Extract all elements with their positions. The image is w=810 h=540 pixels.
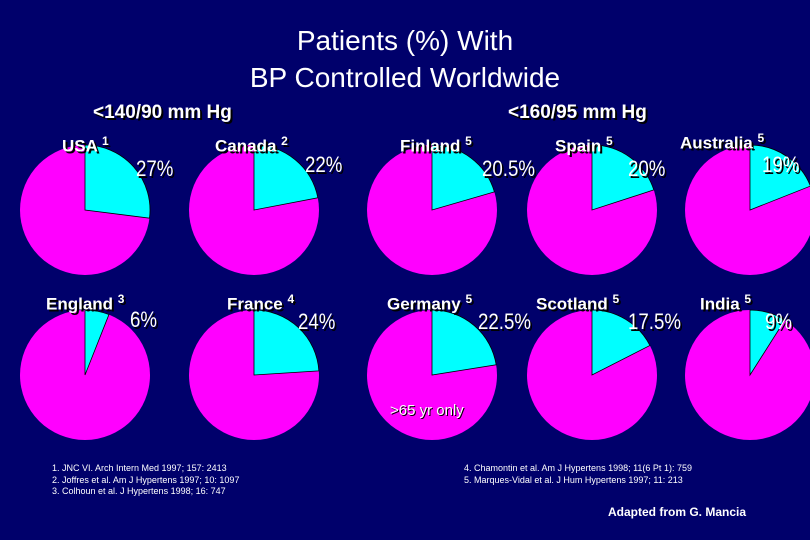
pie-scotland xyxy=(527,309,657,440)
country-name-germany: Germany xyxy=(387,294,466,314)
pie-slice-controlled-india xyxy=(749,309,786,377)
country-name-spain: Spain xyxy=(555,136,607,156)
country-ref-india: 5 xyxy=(744,292,752,306)
pie-slice-controlled-usa xyxy=(84,144,151,219)
percent-label-india: 9% xyxy=(765,309,793,334)
country-label-canada: Canada 2 xyxy=(215,134,288,157)
country-ref-germany: 5 xyxy=(465,292,473,306)
country-label-germany: Germany 5 xyxy=(387,292,472,315)
country-label-scotland: Scotland 5 xyxy=(536,292,619,315)
references-right: 4. Chamontin et al. Am J Hypertens 1998;… xyxy=(464,463,692,486)
country-label-usa: USA 1 xyxy=(62,134,109,157)
country-name-finland: Finland xyxy=(400,136,466,156)
pie-slice-controlled-france xyxy=(253,309,320,376)
percent-label-australia: 19% xyxy=(762,152,800,177)
country-ref-france: 4 xyxy=(287,292,295,306)
group-label-left: <140/90 mm Hg xyxy=(93,102,232,123)
percent-label-usa: 27% xyxy=(136,156,174,181)
country-ref-scotland: 5 xyxy=(612,292,620,306)
country-ref-spain: 5 xyxy=(606,134,613,148)
references-left: 1. JNC VI. Arch Intern Med 1997; 157: 24… xyxy=(52,463,239,498)
percent-label-finland: 20.5% xyxy=(482,156,536,181)
credit: Adapted from G. Mancia xyxy=(608,505,747,519)
percent-label-canada: 22% xyxy=(305,152,343,177)
country-label-england: England 3 xyxy=(46,292,124,315)
pie-slice-controlled-finland xyxy=(431,144,495,211)
pie-finland xyxy=(367,144,497,275)
pie-germany xyxy=(367,309,497,440)
country-ref-england: 3 xyxy=(117,292,125,306)
country-ref-usa: 1 xyxy=(102,134,109,148)
percent-label-france: 24% xyxy=(298,309,336,334)
pie-india xyxy=(685,309,810,440)
footnote-age: >65 yr only xyxy=(390,402,464,419)
country-name-india: India xyxy=(700,294,745,314)
country-name-usa: USA xyxy=(62,136,102,156)
country-ref-australia: 5 xyxy=(757,131,765,145)
country-name-scotland: Scotland xyxy=(536,294,613,314)
country-name-canada: Canada xyxy=(215,136,282,156)
pie-france xyxy=(189,309,320,440)
country-name-australia: Australia xyxy=(680,133,758,153)
pie-slice-controlled-england xyxy=(84,309,110,376)
country-label-spain: Spain 5 xyxy=(555,134,613,157)
percent-label-spain: 20% xyxy=(628,156,666,181)
country-ref-canada: 2 xyxy=(281,134,288,148)
country-name-england: England xyxy=(46,294,118,314)
country-label-finland: Finland 5 xyxy=(400,134,472,157)
pie-usa xyxy=(20,144,151,275)
country-label-australia: Australia 5 xyxy=(680,131,764,154)
pie-slice-controlled-australia xyxy=(749,144,810,211)
percent-label-england: 6% xyxy=(130,307,158,332)
title-line-1: Patients (%) With xyxy=(296,25,514,56)
percent-label-scotland: 17.5% xyxy=(628,309,682,334)
country-ref-finland: 5 xyxy=(465,134,472,148)
reference-4: 4. Chamontin et al. Am J Hypertens 1998;… xyxy=(464,463,692,473)
country-label-india: India 5 xyxy=(700,292,751,315)
pie-slice-uncontrolled-india xyxy=(685,310,810,440)
pie-slice-controlled-canada xyxy=(253,144,319,211)
reference-1: 1. JNC VI. Arch Intern Med 1997; 157: 24… xyxy=(52,463,227,473)
pie-slice-controlled-spain xyxy=(591,144,655,211)
pie-england xyxy=(20,309,150,440)
pie-spain xyxy=(527,144,657,275)
country-name-france: France xyxy=(227,294,288,314)
pie-canada xyxy=(189,144,319,275)
pie-australia xyxy=(685,144,810,275)
reference-3: 3. Colhoun et al. J Hypertens 1998; 16: … xyxy=(52,486,226,496)
pie-slice-controlled-germany xyxy=(431,309,497,376)
percent-label-germany: 22.5% xyxy=(478,309,532,334)
title-line-2: BP Controlled Worldwide xyxy=(249,62,561,93)
country-label-france: France 4 xyxy=(227,292,294,315)
group-label-right: <160/95 mm Hg xyxy=(508,102,647,123)
pie-slice-controlled-scotland xyxy=(591,309,651,376)
reference-5: 5. Marques-Vidal et al. J Hum Hypertens … xyxy=(464,474,683,485)
reference-2: 2. Joffres et al. Am J Hypertens 1997; 1… xyxy=(52,474,240,485)
